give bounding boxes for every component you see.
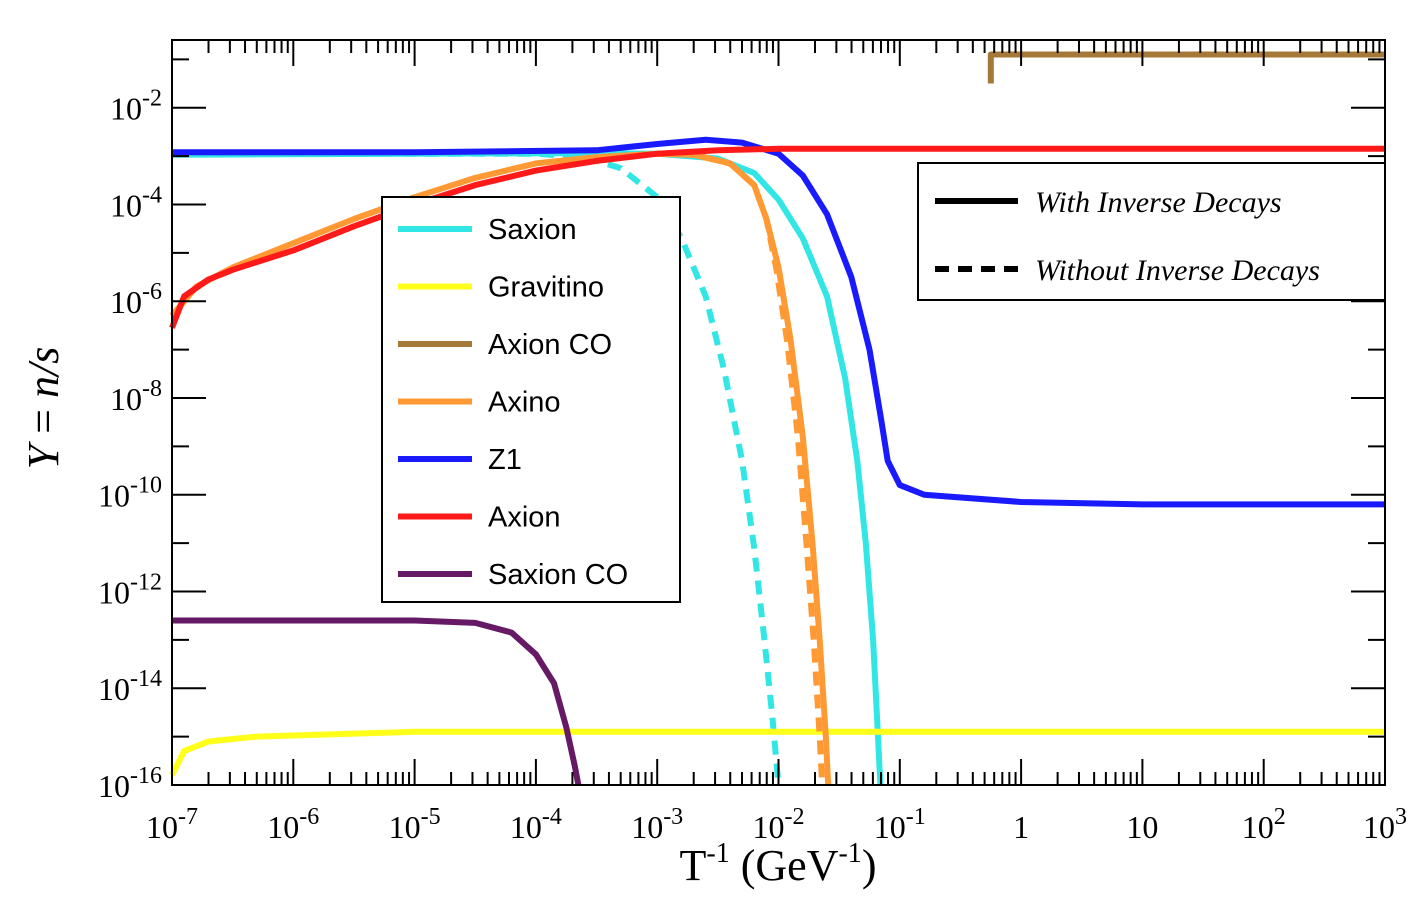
- y-tick-label: 10-4: [110, 182, 162, 223]
- x-tick-label: 10: [1126, 809, 1158, 845]
- legend: Saxion Gravitino Axion CO Axino Z1 Axion Saxio…: [381, 196, 681, 603]
- x-tick-label: 1: [1013, 809, 1029, 845]
- y-tick-label: 10-16: [98, 763, 162, 804]
- series-axino-dashed-line: [657, 150, 826, 786]
- x-tick-label: 10-6: [267, 804, 319, 845]
- legend-label-gravitino: Gravitino: [488, 272, 604, 304]
- series-axion-co-solid-line: [987, 51, 1385, 84]
- tick-label-layer: 10-7 10-6 10-5 10-4 10-3 10-2 10-1 1 10 102 103 10-…: [98, 86, 1407, 845]
- y-axis-title: Y = n/s: [19, 347, 68, 470]
- x-tick-label: 10-3: [631, 804, 683, 845]
- tick-layer: [171, 40, 1386, 786]
- legend-label-saxion: Saxion: [488, 214, 577, 246]
- legend-label-z1: Z1: [488, 444, 522, 476]
- x-tick-label: 10-4: [510, 804, 562, 845]
- legend-label-axino: Axino: [488, 387, 561, 419]
- x-tick-label: 10-7: [146, 804, 198, 845]
- style-legend-box: [917, 162, 1386, 301]
- legend-label-axion-co: Axion CO: [488, 329, 612, 361]
- y-tick-label: 10-8: [110, 376, 162, 417]
- style-legend-label-dashed: Without Inverse Decays: [1035, 254, 1320, 287]
- series-saxion-co-solid-line: [172, 617, 582, 786]
- legend-label-saxion-co: Saxion CO: [488, 559, 628, 591]
- legend-label-axion: Axion: [488, 502, 561, 534]
- x-tick-label: 10-1: [874, 804, 926, 845]
- series-saxion-dashed-line: [172, 150, 782, 786]
- x-axis-title: T-1 (GeV-1): [680, 838, 877, 890]
- x-tick-label: 102: [1242, 804, 1286, 845]
- style-legend-label-solid: With Inverse Decays: [1035, 186, 1282, 219]
- x-tick-label: 10-2: [753, 804, 805, 845]
- y-tick-label: 10-14: [98, 666, 162, 707]
- style-legend: With Inverse Decays Without Inverse Decay…: [917, 162, 1386, 301]
- x-tick-label: 10-5: [389, 804, 441, 845]
- series-z1-solid-line: [172, 136, 1385, 508]
- series-gravitino-solid-line: [169, 728, 1385, 777]
- x-tick-label: 103: [1363, 804, 1407, 845]
- y-tick-label: 10-2: [110, 86, 162, 127]
- series-layer: [169, 51, 1385, 786]
- y-tick-label: 10-12: [98, 569, 162, 610]
- series-axion-solid-line: [169, 145, 1385, 329]
- y-tick-label: 10-10: [98, 473, 162, 514]
- y-tick-label: 10-6: [110, 279, 162, 320]
